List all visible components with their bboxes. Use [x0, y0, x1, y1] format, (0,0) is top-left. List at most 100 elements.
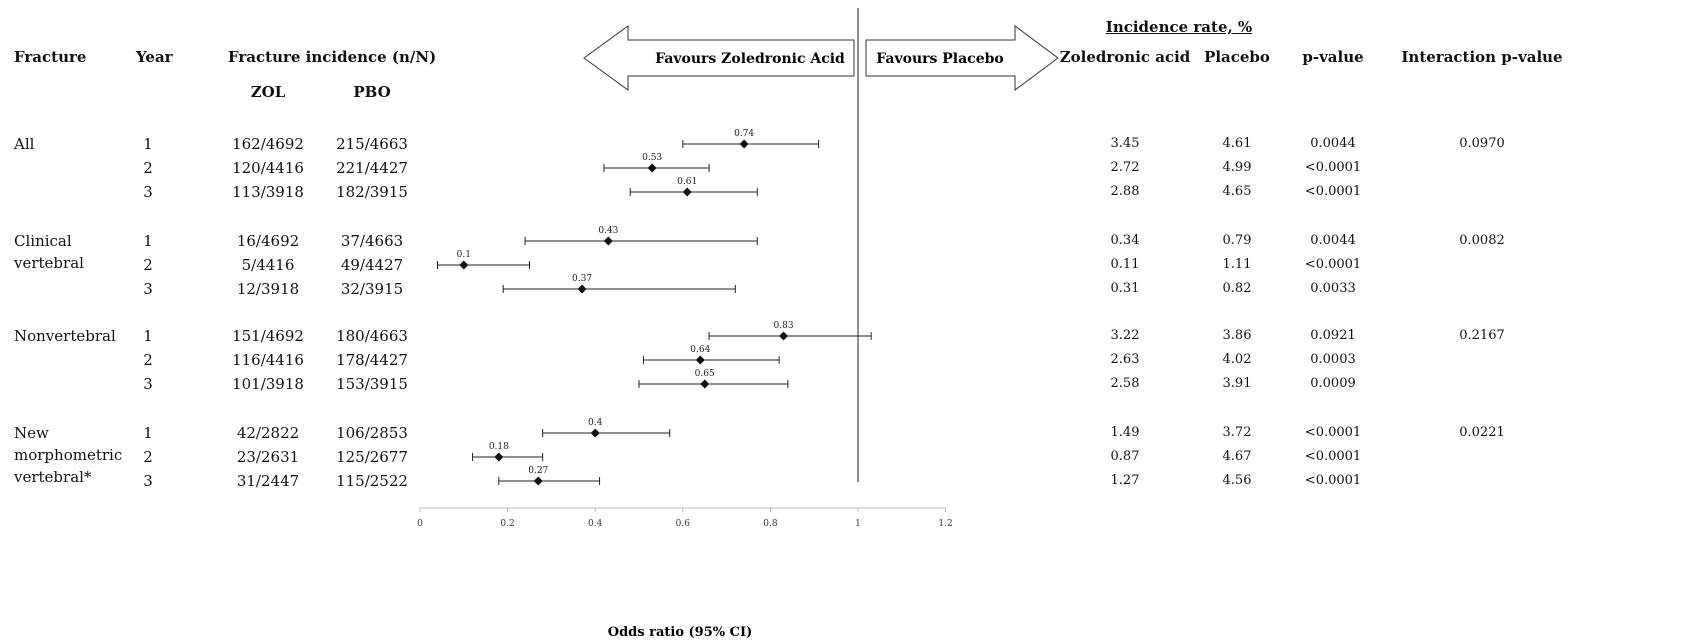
year-cell: 3	[143, 472, 153, 490]
rate-placebo-cell: 3.91	[1222, 376, 1252, 391]
x-tick-label: 1.2	[938, 519, 952, 529]
odds-ratio-label: 0.4	[588, 418, 603, 428]
p-value-cell: 0.0033	[1310, 281, 1356, 296]
year-cell: 2	[143, 256, 153, 274]
rate-zoledronic-cell: 2.72	[1110, 160, 1140, 175]
odds-ratio-point	[647, 163, 657, 173]
x-tick-label: 1	[855, 519, 861, 529]
odds-ratio-label: 0.53	[642, 153, 662, 163]
odds-ratio-label: 0.1	[457, 250, 471, 260]
rate-placebo-cell: 4.99	[1222, 160, 1252, 175]
pbo-incidence-cell: 215/4663	[336, 135, 408, 153]
x-tick-label: 0.8	[763, 519, 778, 529]
header-interaction-p-value: Interaction p-value	[1401, 48, 1563, 66]
pbo-incidence-cell: 49/4427	[340, 256, 404, 274]
odds-ratio-label: 0.65	[695, 369, 715, 379]
odds-ratio-label: 0.27	[528, 466, 548, 476]
rate-placebo-cell: 4.67	[1222, 449, 1252, 464]
zol-incidence-cell: 162/4692	[232, 135, 304, 153]
year-cell: 2	[143, 448, 153, 466]
header-incidence-rate: Incidence rate, %	[1105, 18, 1253, 36]
pbo-incidence-cell: 32/3915	[340, 280, 404, 298]
x-tick-label: 0	[417, 519, 423, 529]
zol-incidence-cell: 101/3918	[232, 375, 304, 393]
interaction-p-value: 0.0221	[1459, 425, 1505, 440]
zol-incidence-cell: 151/4692	[232, 327, 304, 345]
p-value-cell: 0.0009	[1310, 376, 1356, 391]
odds-ratio-label: 0.74	[734, 129, 754, 139]
pbo-incidence-cell: 115/2522	[336, 472, 408, 490]
rate-zoledronic-cell: 2.63	[1110, 352, 1140, 367]
p-value-cell: <0.0001	[1304, 449, 1362, 464]
header-year: Year	[136, 48, 173, 66]
odds-ratio-label: 0.18	[489, 442, 509, 452]
p-value-cell: 0.0003	[1310, 352, 1356, 367]
rate-zoledronic-cell: 2.88	[1110, 184, 1140, 199]
zol-incidence-cell: 31/2447	[236, 472, 300, 490]
rate-zoledronic-cell: 0.34	[1110, 233, 1140, 248]
odds-ratio-label: 0.61	[677, 177, 697, 187]
rate-zoledronic-cell: 3.22	[1110, 328, 1140, 343]
odds-ratio-point	[590, 428, 600, 438]
favours-zoledronic-acid-arrow	[583, 25, 855, 91]
p-value-cell: 0.0921	[1310, 328, 1356, 343]
x-tick-label: 0.6	[676, 519, 691, 529]
rate-placebo-cell: 3.86	[1222, 328, 1252, 343]
zol-incidence-cell: 113/3918	[232, 183, 304, 201]
favour-arrows: Favours Zoledronic Acid Favours Placebo	[583, 25, 1059, 91]
rate-zoledronic-cell: 2.58	[1110, 376, 1140, 391]
rate-placebo-cell: 0.79	[1222, 233, 1252, 248]
p-value-cell: <0.0001	[1304, 473, 1362, 488]
odds-ratio-label: 0.37	[572, 274, 592, 284]
odds-ratio-point	[459, 260, 469, 270]
pbo-incidence-cell: 125/2677	[336, 448, 408, 466]
year-cell: 1	[143, 424, 153, 442]
odds-ratio-point	[700, 379, 710, 389]
p-value-cell: <0.0001	[1304, 257, 1362, 272]
forest-marks: 0.74 0.53 0.61 0.43 0.1 0.37 0.83 0.64 0.65 0.4 0.…	[437, 129, 872, 486]
header-zol: ZOL	[250, 83, 286, 101]
zol-incidence-cell: 42/2822	[236, 424, 300, 442]
year-cell: 2	[143, 159, 153, 177]
p-value-cell: <0.0001	[1304, 160, 1362, 175]
odds-ratio-point	[779, 331, 789, 341]
header-fracture-incidence: Fracture incidence (n/N)	[228, 48, 437, 66]
rate-placebo-cell: 4.65	[1222, 184, 1252, 199]
interaction-p-value: 0.0970	[1459, 136, 1505, 151]
odds-ratio-label: 0.43	[598, 226, 618, 236]
fracture-group-label: Nonvertebral	[14, 327, 116, 345]
x-tick-label: 0.4	[588, 519, 603, 529]
rate-zoledronic-cell: 0.31	[1110, 281, 1140, 296]
header-fracture: Fracture	[14, 48, 87, 66]
odds-ratio-point	[682, 187, 692, 197]
interaction-p-value: 0.2167	[1459, 328, 1505, 343]
year-cell: 2	[143, 351, 153, 369]
rate-placebo-cell: 1.11	[1222, 257, 1252, 272]
header-pbo: PBO	[353, 83, 391, 101]
interaction-p-value: 0.0082	[1459, 233, 1505, 248]
zol-incidence-cell: 116/4416	[232, 351, 304, 369]
rate-zoledronic-cell: 3.45	[1110, 136, 1140, 151]
rate-zoledronic-cell: 0.87	[1110, 449, 1140, 464]
zol-incidence-cell: 16/4692	[236, 232, 300, 250]
header-p-value: p-value	[1302, 48, 1364, 66]
odds-ratio-label: 0.83	[774, 321, 794, 331]
fracture-group-label: vertebral*	[14, 468, 92, 486]
header-zoledronic-acid: Zoledronic acid	[1059, 48, 1191, 66]
favours-placebo-arrow	[865, 25, 1059, 91]
fracture-group-label: All	[14, 135, 35, 153]
rate-placebo-cell: 0.82	[1222, 281, 1252, 296]
rate-placebo-cell: 4.61	[1222, 136, 1252, 151]
fracture-group-label: vertebral	[14, 254, 84, 272]
zol-incidence-cell: 23/2631	[236, 448, 300, 466]
pbo-incidence-cell: 37/4663	[340, 232, 404, 250]
zol-incidence-cell: 12/3918	[236, 280, 300, 298]
year-cell: 3	[143, 280, 153, 298]
x-axis-label: Odds ratio (95% CI)	[608, 625, 752, 640]
pbo-incidence-cell: 178/4427	[336, 351, 408, 369]
year-cell: 3	[143, 375, 153, 393]
rate-zoledronic-cell: 1.27	[1110, 473, 1140, 488]
odds-ratio-point	[577, 284, 587, 294]
year-cell: 1	[143, 232, 153, 250]
